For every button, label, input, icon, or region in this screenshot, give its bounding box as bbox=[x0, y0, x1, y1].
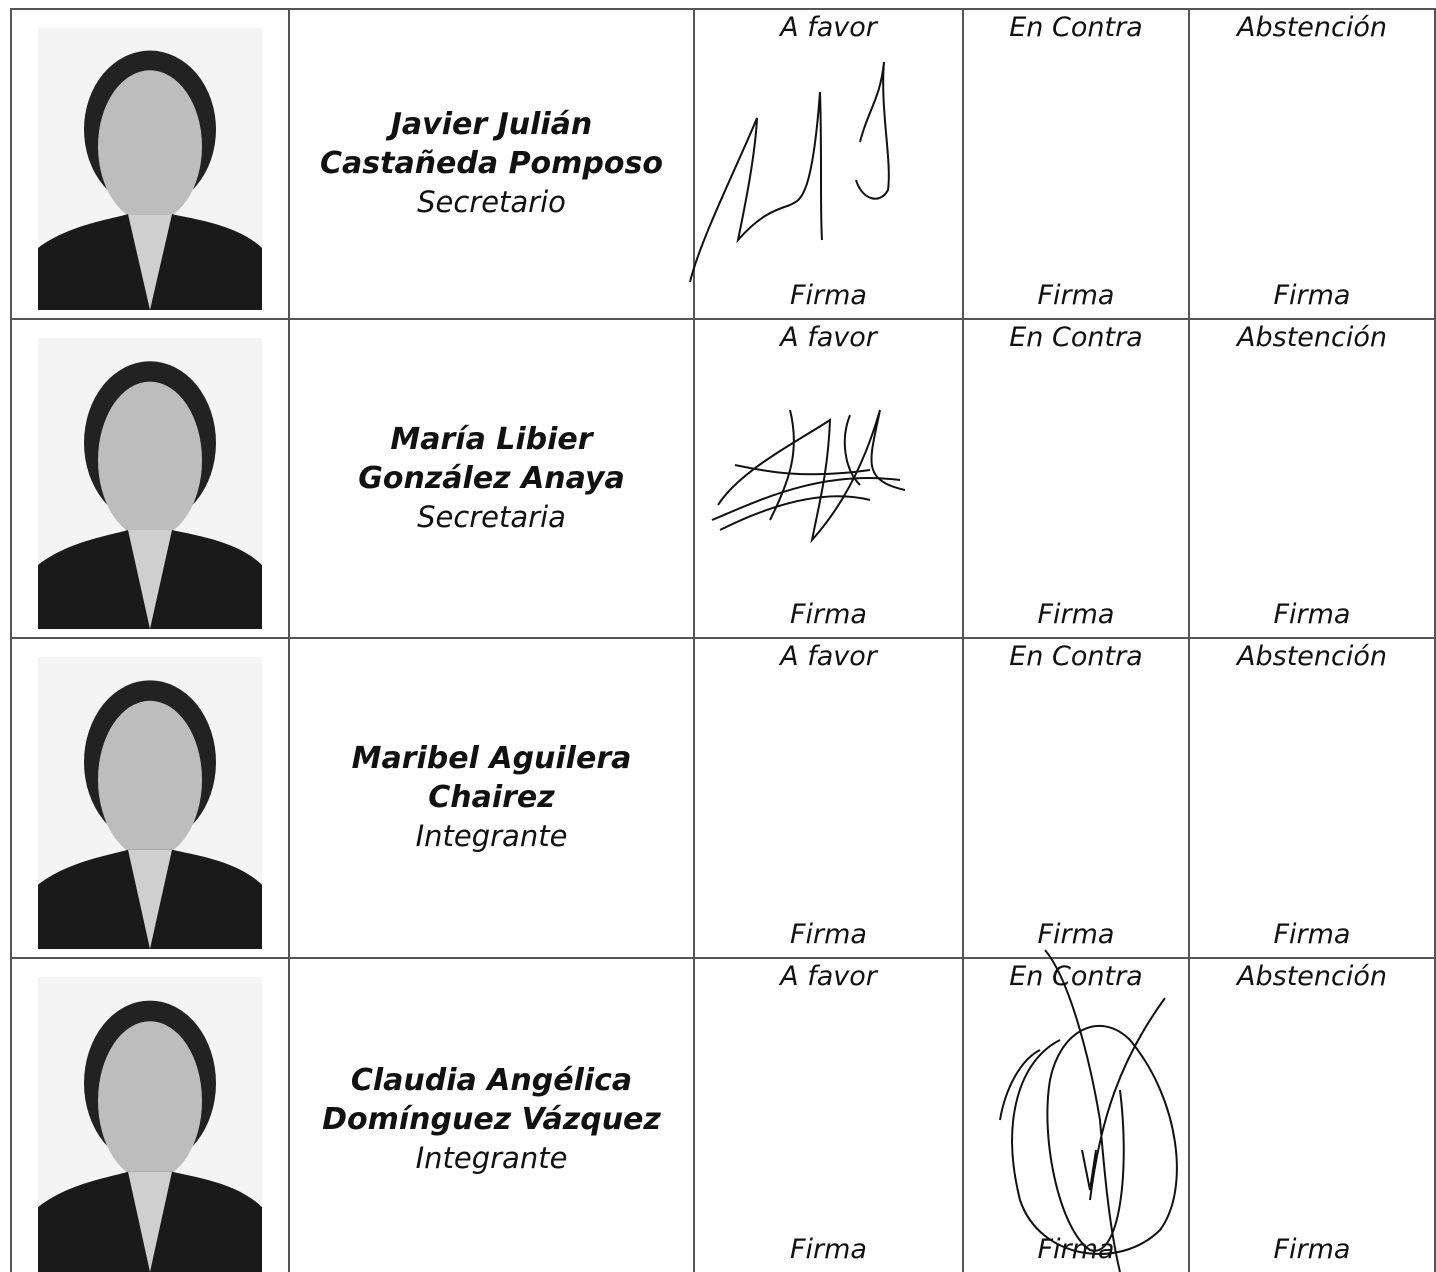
member-name: González Anaya bbox=[358, 460, 625, 496]
vote-cell: A favor Firma bbox=[693, 957, 964, 1272]
photo-cell bbox=[10, 8, 290, 320]
signature-label: Firma bbox=[790, 599, 867, 630]
vote-label: A favor bbox=[780, 641, 877, 672]
vote-label: En Contra bbox=[1009, 961, 1143, 992]
signature-label: Firma bbox=[1037, 919, 1115, 950]
member-name: Castañeda Pomposo bbox=[320, 146, 663, 181]
photo-cell bbox=[10, 318, 290, 639]
member-name: Claudia Angélica bbox=[350, 1062, 633, 1098]
vote-label: Abstención bbox=[1237, 12, 1387, 43]
signature-label: Firma bbox=[1273, 280, 1351, 311]
signature-label: Firma bbox=[1037, 280, 1115, 311]
member-role: Integrante bbox=[415, 1140, 568, 1175]
vote-cell: En Contra Firma bbox=[962, 637, 1190, 959]
vote-cell: En Contra Firma bbox=[962, 8, 1190, 320]
member-name: Chairez bbox=[428, 780, 555, 815]
name-cell: Maribel Aguilera Chairez Integrante bbox=[288, 637, 695, 959]
name-cell: Claudia Angélica Domínguez Vázquez Integra… bbox=[288, 957, 695, 1272]
vote-label: En Contra bbox=[1009, 12, 1143, 43]
photo bbox=[38, 977, 262, 1272]
signature-label: Firma bbox=[1273, 599, 1351, 630]
vote-cell: Abstención Firma bbox=[1188, 8, 1436, 320]
member-role: Integrante bbox=[415, 819, 568, 853]
photo bbox=[38, 28, 262, 310]
signature-label: Firma bbox=[1273, 919, 1351, 950]
signature-label: Firma bbox=[1037, 599, 1115, 630]
vote-cell: Abstención Firma bbox=[1188, 957, 1436, 1272]
signature-label: Firma bbox=[790, 919, 867, 950]
vote-cell: A favor Firma bbox=[693, 637, 964, 959]
vote-label: A favor bbox=[780, 12, 877, 43]
vote-label: Abstención bbox=[1237, 322, 1387, 353]
vote-cell: En Contra Firma bbox=[962, 957, 1190, 1272]
member-role: Secretario bbox=[417, 185, 566, 219]
vote-cell: En Contra Firma bbox=[962, 318, 1190, 639]
name-cell: María Libier González Anaya Secretaria bbox=[288, 318, 695, 639]
photo bbox=[38, 338, 262, 629]
vote-label: A favor bbox=[780, 322, 877, 353]
vote-cell: Abstención Firma bbox=[1188, 318, 1436, 639]
signature-label: Firma bbox=[1273, 1234, 1351, 1265]
signature-label: Firma bbox=[790, 1234, 867, 1265]
photo bbox=[38, 657, 262, 949]
member-name: Domínguez Vázquez bbox=[322, 1101, 661, 1137]
vote-cell: A favor Firma bbox=[693, 318, 964, 639]
photo-cell bbox=[10, 637, 290, 959]
name-cell: Javier Julián Castañeda Pomposo Secretario bbox=[288, 8, 695, 320]
vote-label: Abstención bbox=[1237, 641, 1387, 672]
vote-cell: A favor Firma bbox=[693, 8, 964, 320]
photo-cell bbox=[10, 957, 290, 1272]
vote-label: A favor bbox=[780, 961, 877, 992]
member-name: María Libier bbox=[390, 421, 593, 457]
signature-label: Firma bbox=[1037, 1234, 1115, 1265]
member-role: Secretaria bbox=[417, 499, 566, 534]
vote-label: En Contra bbox=[1009, 641, 1143, 672]
signature-label: Firma bbox=[790, 280, 867, 311]
vote-cell: Abstención Firma bbox=[1188, 637, 1436, 959]
vote-label: Abstención bbox=[1237, 961, 1387, 992]
member-name: Javier Julián bbox=[390, 107, 593, 142]
vote-label: En Contra bbox=[1009, 322, 1143, 353]
member-name: Maribel Aguilera bbox=[351, 741, 632, 776]
